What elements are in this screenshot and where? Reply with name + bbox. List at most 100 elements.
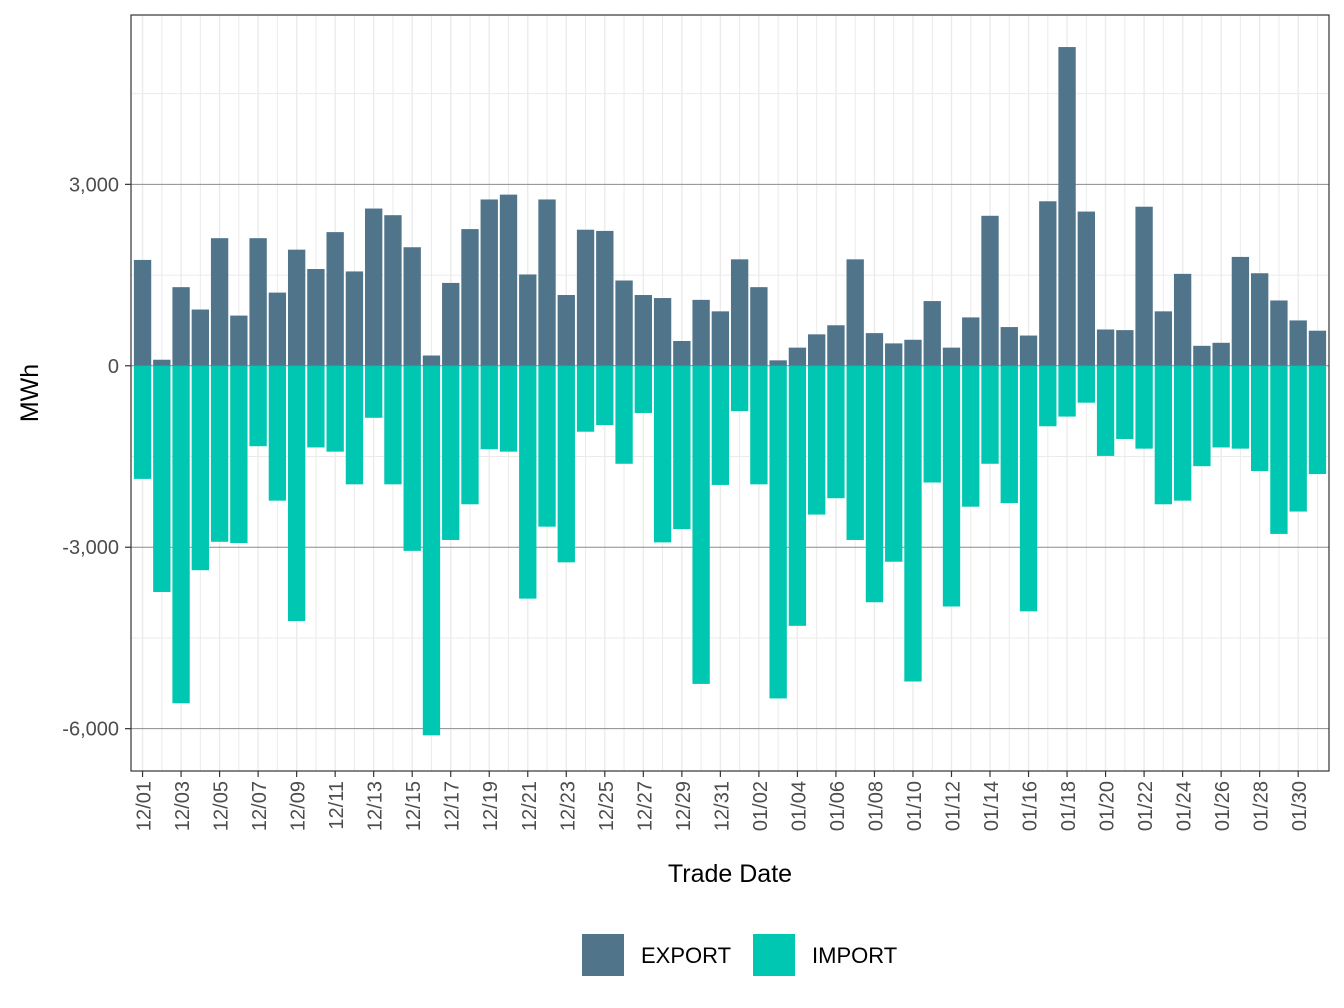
legend: EXPORT IMPORT <box>582 934 897 976</box>
bar-export-12-29 <box>673 340 691 366</box>
bar-export-12-18 <box>461 229 479 366</box>
x-tick-label: 01/22 <box>1135 781 1157 831</box>
x-tick-label: 01/24 <box>1174 781 1196 831</box>
bar-import-12-12 <box>345 365 364 485</box>
x-tick-label: 01/20 <box>1097 781 1119 831</box>
bar-export-12-22 <box>538 199 556 366</box>
legend-label-import: IMPORT <box>812 943 897 968</box>
bar-import-12-24 <box>576 365 595 432</box>
bar-import-01-14 <box>981 365 999 464</box>
bar-import-12-23 <box>557 365 575 563</box>
bar-export-12-03 <box>172 287 190 366</box>
bar-import-12-01 <box>133 365 152 479</box>
bar-export-01-15 <box>1000 327 1018 366</box>
bar-import-01-24 <box>1173 365 1192 501</box>
bar-import-01-05 <box>808 365 826 515</box>
bar-import-12-07 <box>249 365 267 447</box>
x-axis-title: Trade Date <box>668 860 792 888</box>
bar-export-01-24 <box>1173 273 1192 366</box>
bar-import-01-22 <box>1135 365 1153 449</box>
bar-export-01-06 <box>827 325 845 366</box>
bar-export-12-16 <box>422 355 441 366</box>
bar-export-01-11 <box>923 301 941 366</box>
bar-import-01-19 <box>1077 365 1095 403</box>
x-tick-label: 12/11 <box>326 781 348 830</box>
bar-import-12-26 <box>615 365 633 464</box>
bar-import-01-27 <box>1231 365 1250 449</box>
bar-import-12-02 <box>153 365 171 592</box>
bar-export-12-30 <box>692 299 710 366</box>
bar-export-01-21 <box>1116 330 1134 366</box>
bar-import-12-15 <box>403 365 421 551</box>
bar-export-12-01 <box>133 259 152 366</box>
bar-import-01-21 <box>1116 365 1134 439</box>
bar-import-12-04 <box>191 365 210 571</box>
bar-export-01-23 <box>1154 311 1173 366</box>
bar-export-12-26 <box>615 280 633 366</box>
x-tick-label: 12/27 <box>634 781 656 831</box>
bar-export-12-23 <box>557 295 575 366</box>
bar-export-01-29 <box>1270 300 1288 366</box>
x-tick-label: 12/01 <box>134 781 156 831</box>
bar-import-12-25 <box>596 365 614 426</box>
bar-export-12-14 <box>384 215 402 366</box>
bar-export-01-03 <box>769 360 787 366</box>
bar-import-12-19 <box>480 365 498 450</box>
x-tick-label: 01/30 <box>1289 781 1311 831</box>
x-tick-label: 01/10 <box>904 781 926 831</box>
y-axis-title: MWh <box>16 364 44 422</box>
bar-import-01-09 <box>885 365 903 562</box>
bar-import-01-15 <box>1000 365 1018 504</box>
bar-import-01-02 <box>750 365 768 485</box>
bar-export-01-09 <box>885 343 903 366</box>
bar-import-01-28 <box>1250 365 1269 472</box>
x-tick-label: 12/13 <box>365 781 387 831</box>
x-tick-label: 01/02 <box>750 781 772 831</box>
bar-export-12-05 <box>210 238 229 366</box>
bar-export-12-17 <box>442 282 460 366</box>
bars <box>133 47 1327 736</box>
x-tick-label: 01/12 <box>942 781 964 831</box>
bar-import-12-18 <box>461 365 479 505</box>
bar-import-01-29 <box>1270 365 1288 534</box>
x-tick-label: 01/04 <box>788 781 810 831</box>
bar-export-12-12 <box>345 271 364 366</box>
bar-import-12-31 <box>711 365 730 485</box>
bar-export-12-19 <box>480 199 498 366</box>
bar-export-12-08 <box>268 292 287 366</box>
bar-import-01-10 <box>904 365 922 682</box>
x-tick-label: 12/21 <box>519 781 541 831</box>
bar-import-01-11 <box>923 365 941 483</box>
x-tick-label: 12/17 <box>442 781 464 831</box>
x-tick-label: 12/05 <box>211 781 233 831</box>
bar-import-01-06 <box>827 365 845 499</box>
bar-export-12-02 <box>153 359 171 366</box>
bar-export-12-11 <box>326 232 344 366</box>
bar-export-12-28 <box>653 298 672 366</box>
bar-export-12-31 <box>711 311 730 366</box>
y-axis: 3,000 0 -3,000 -6,000 <box>62 174 131 741</box>
bar-export-12-21 <box>519 274 537 366</box>
bar-export-01-14 <box>981 215 999 366</box>
x-tick-label: 12/29 <box>673 781 695 831</box>
bar-export-01-31 <box>1308 330 1327 366</box>
bar-import-01-12 <box>942 365 961 607</box>
x-tick-label: 12/23 <box>557 781 579 831</box>
bar-export-01-17 <box>1039 201 1057 366</box>
bar-export-01-20 <box>1096 329 1115 366</box>
bar-export-01-28 <box>1250 273 1269 366</box>
bar-export-12-25 <box>596 230 614 366</box>
bar-export-01-22 <box>1135 206 1153 366</box>
x-tick-label: 01/08 <box>865 781 887 831</box>
bar-export-01-30 <box>1289 320 1307 366</box>
bar-import-12-29 <box>673 365 691 530</box>
bar-import-12-08 <box>268 365 287 501</box>
bar-import-01-13 <box>962 365 980 507</box>
bar-import-01-31 <box>1308 365 1327 475</box>
bar-import-12-16 <box>422 365 441 736</box>
bar-export-12-27 <box>634 295 652 366</box>
x-tick-label: 01/06 <box>827 781 849 831</box>
bar-import-01-04 <box>788 365 807 626</box>
x-tick-label: 01/28 <box>1251 781 1273 831</box>
